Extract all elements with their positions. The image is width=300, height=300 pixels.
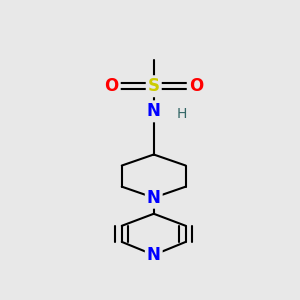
Text: O: O: [189, 77, 203, 95]
Text: N: N: [147, 102, 161, 120]
Text: S: S: [148, 77, 160, 95]
Text: N: N: [147, 189, 161, 207]
Text: O: O: [104, 77, 119, 95]
Text: H: H: [176, 107, 187, 121]
Text: H: H: [176, 107, 187, 121]
Text: N: N: [147, 246, 161, 264]
